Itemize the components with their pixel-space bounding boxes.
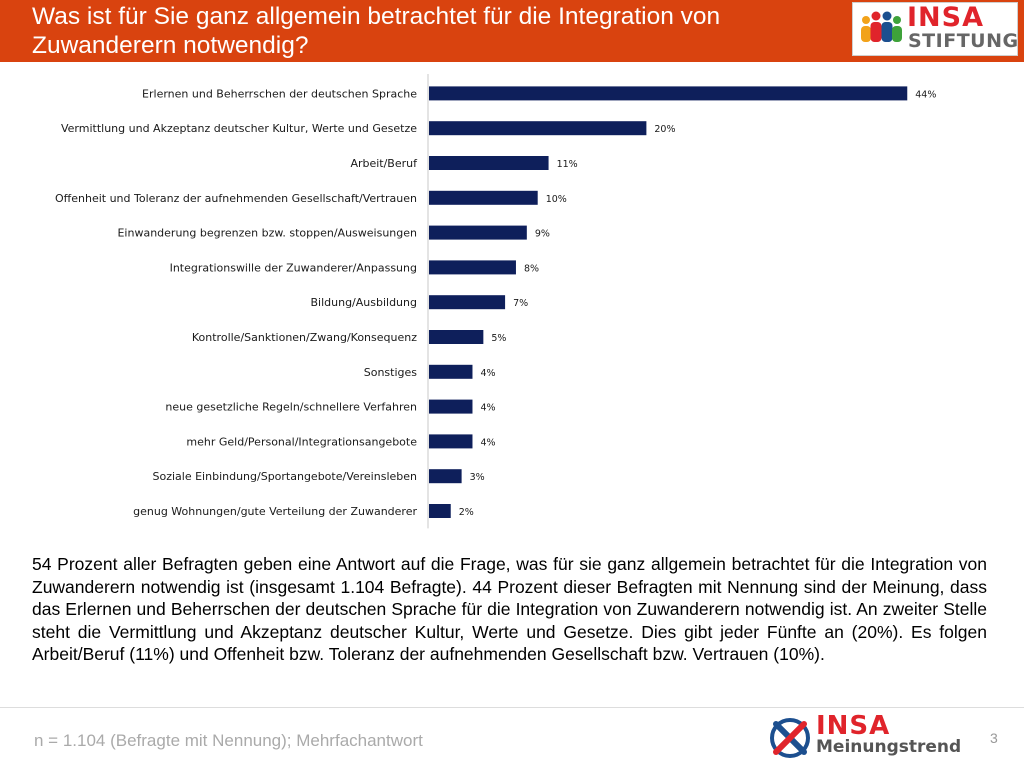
category-label: Offenheit und Toleranz der aufnehmenden …: [55, 192, 417, 205]
check-x-icon: [770, 718, 810, 758]
value-label: 4%: [480, 368, 495, 379]
category-label: neue gesetzliche Regeln/schnellere Verfa…: [165, 401, 417, 414]
category-label: Vermittlung und Akzeptanz deutscher Kult…: [61, 122, 417, 135]
category-label: mehr Geld/Personal/Integrationsangebote: [186, 435, 417, 448]
value-label: 20%: [654, 124, 675, 135]
bar: [429, 399, 473, 414]
value-label: 11%: [557, 159, 578, 170]
description-text: 54 Prozent aller Befragten geben eine An…: [32, 554, 987, 665]
page-title: Was ist für Sie ganz allgemein betrachte…: [32, 3, 721, 59]
value-label: 5%: [491, 333, 506, 344]
logo-brand-text: INSA: [907, 2, 984, 33]
category-label: Bildung/Ausbildung: [310, 296, 417, 309]
category-label: Kontrolle/Sanktionen/Zwang/Konsequenz: [192, 331, 417, 344]
bar: [429, 469, 462, 484]
footer-logo-brand: INSA: [816, 711, 891, 741]
value-label: 3%: [470, 472, 485, 483]
bar: [429, 504, 451, 518]
value-label: 7%: [513, 298, 528, 309]
category-label: genug Wohnungen/gute Verteilung der Zuwa…: [133, 505, 417, 518]
bar: [429, 295, 506, 310]
category-label: Arbeit/Beruf: [350, 157, 418, 170]
page-number: 3: [990, 730, 998, 746]
bar: [429, 86, 908, 101]
bar: [429, 434, 473, 449]
sample-note: n = 1.104 (Befragte mit Nennung); Mehrfa…: [34, 731, 423, 750]
bar: [429, 225, 527, 240]
insa-stiftung-logo: INSA STIFTUNG: [852, 2, 1018, 56]
bar: [429, 330, 484, 344]
bar: [429, 156, 549, 170]
value-label: 2%: [459, 507, 474, 518]
bar: [429, 364, 473, 379]
title-bar: Was ist für Sie ganz allgemein betrachte…: [0, 0, 1024, 62]
bar: [429, 260, 516, 275]
category-label: Integrationswille der Zuwanderer/Anpassu…: [170, 261, 417, 274]
insa-meinungstrend-logo: INSA Meinungstrend: [768, 712, 968, 764]
bar: [429, 121, 647, 136]
category-label: Erlernen und Beherrschen der deutschen S…: [142, 87, 417, 100]
bar-chart: Erlernen und Beherrschen der deutschen S…: [55, 74, 936, 529]
footer-logo-sub: Meinungstrend: [816, 737, 962, 757]
value-label: 10%: [546, 194, 567, 205]
value-label: 9%: [535, 229, 550, 240]
category-label: Sonstiges: [364, 366, 418, 379]
value-label: 8%: [524, 263, 539, 274]
bar: [429, 190, 538, 205]
value-label: 4%: [480, 403, 495, 414]
value-label: 4%: [480, 437, 495, 448]
category-label: Einwanderung begrenzen bzw. stoppen/Ausw…: [117, 227, 417, 240]
value-label: 44%: [915, 89, 936, 100]
people-icon: [861, 11, 902, 42]
footer-divider: [0, 707, 1024, 708]
category-label: Soziale Einbindung/Sportangebote/Vereins…: [153, 470, 418, 483]
logo-sub-text: STIFTUNG: [908, 30, 1019, 52]
